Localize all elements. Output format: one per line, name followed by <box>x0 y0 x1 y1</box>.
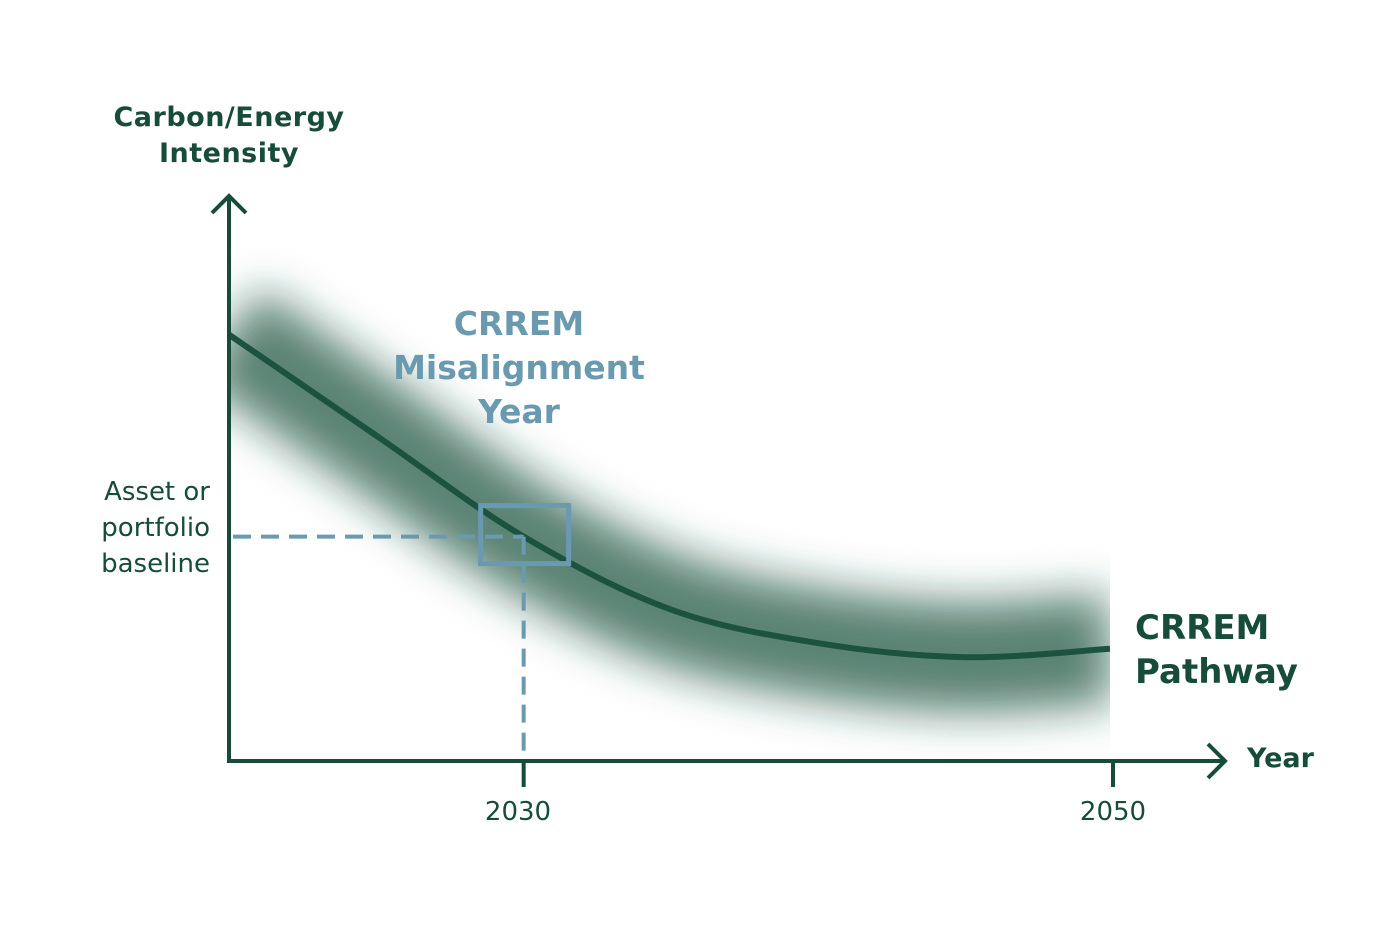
misalignment-label-line1: CRREM <box>453 304 585 343</box>
baseline-label-line2: portfolio <box>101 513 210 543</box>
y-axis-title-line2: Intensity <box>158 138 300 169</box>
pathway-label: CRREM Pathway <box>1135 606 1375 694</box>
crrem-pathway-line <box>227 332 1111 661</box>
baseline-label-line1: Asset or <box>104 477 210 507</box>
pathway-label-line2: Pathway <box>1135 652 1298 692</box>
x-tick-label-2030: 2030 <box>484 797 552 827</box>
x-axis-title: Year <box>1247 743 1314 774</box>
y-axis-arrow-icon <box>210 193 248 215</box>
y-axis-title: Carbon/Energy Intensity <box>100 100 358 172</box>
misalignment-year-label: CRREM Misalignment Year <box>380 302 658 434</box>
baseline-label: Asset or portfolio baseline <box>60 474 210 582</box>
misalignment-label-line3: Year <box>478 392 560 431</box>
misalignment-label-line2: Misalignment <box>393 348 645 387</box>
x-tick-label-2050: 2050 <box>1079 797 1147 827</box>
baseline-label-line3: baseline <box>101 549 210 579</box>
misalignment-marker <box>478 503 572 567</box>
x-axis-arrow-icon <box>1206 742 1228 780</box>
y-axis-title-line1: Carbon/Energy <box>113 102 345 133</box>
pathway-label-line1: CRREM <box>1135 608 1270 648</box>
